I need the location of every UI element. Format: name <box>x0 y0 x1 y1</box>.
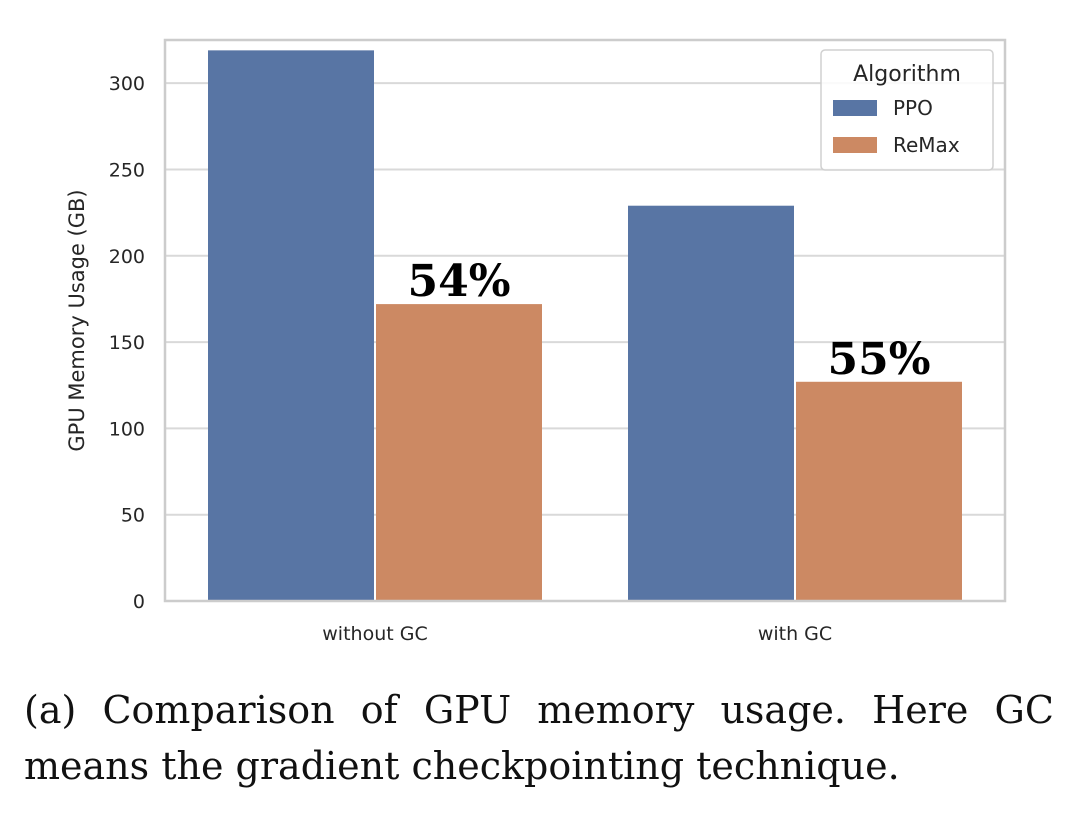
bar-ppo-with-gc <box>628 205 794 602</box>
x-tick-label: with GC <box>758 623 832 645</box>
legend-label-ppo: PPO <box>893 96 933 120</box>
legend-label-remax: ReMax <box>893 133 960 157</box>
bar-ppo-without-gc <box>208 50 374 601</box>
bar-annotation: 54% <box>407 256 510 307</box>
y-tick-label: 0 <box>133 591 145 613</box>
bar-remax-with-gc <box>796 381 962 601</box>
y-tick-label: 300 <box>109 73 145 95</box>
y-axis-title: GPU Memory Usage (GB) <box>65 189 89 451</box>
legend-title: Algorithm <box>853 62 961 87</box>
y-tick-label: 200 <box>109 246 145 268</box>
legend-swatch-ppo <box>833 100 877 116</box>
y-tick-label: 150 <box>109 332 145 354</box>
y-tick-label: 50 <box>121 505 145 527</box>
bar-chart: 0 50 100 150 200 250 300 without GC with GC GPU M… <box>65 38 1007 645</box>
plot-frame <box>163 38 1007 603</box>
bar-remax-without-gc <box>376 304 542 601</box>
bar-annotation: 55% <box>827 334 930 385</box>
y-tick-label: 250 <box>109 159 145 181</box>
x-tick-label: without GC <box>322 623 427 645</box>
y-tick-label: 100 <box>109 418 145 440</box>
figure-caption: (a) Comparison of GPU memory usage. Here… <box>24 688 1054 788</box>
legend-swatch-remax <box>833 137 877 153</box>
